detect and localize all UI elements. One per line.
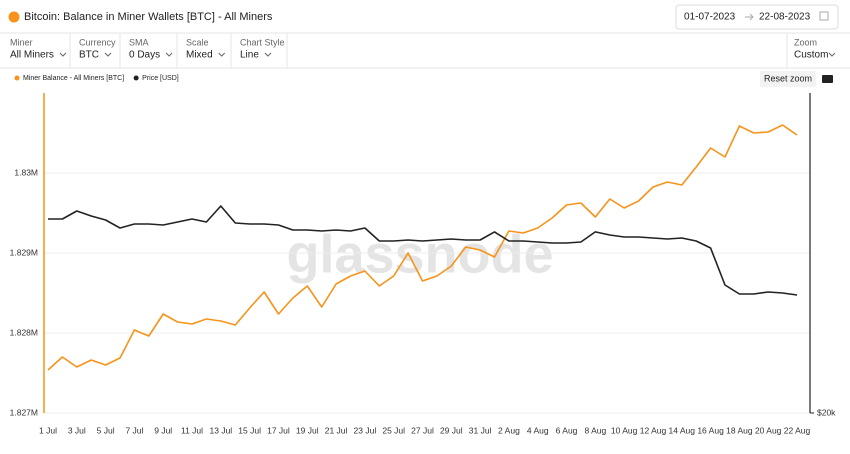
reset-zoom[interactable]: Reset zoom (764, 73, 812, 83)
x-tick-label: 23 Jul (354, 425, 377, 435)
x-tick-label: 22 Aug (784, 425, 811, 435)
x-tick-label: 12 Aug (640, 425, 667, 435)
control-value[interactable]: 0 Days (129, 50, 160, 61)
chart: Miner Balance - All Miners [BTC] Price [U… (10, 75, 837, 435)
x-tick-label: 19 Jul (296, 425, 319, 435)
x-tick-label: 31 Jul (469, 425, 492, 435)
chevron (218, 52, 226, 57)
x-tick-label: 2 Aug (498, 425, 520, 435)
x-tick-label: 17 Jul (267, 425, 290, 435)
controls: Miner All Miners Currency BTC SMA 0 Days Scale… (10, 33, 288, 68)
x-tick-label: 15 Jul (238, 425, 261, 435)
chevron (264, 52, 272, 57)
chevron (165, 52, 173, 57)
bitcoin-icon (8, 11, 20, 23)
y2-tick-label: $20k (817, 407, 836, 417)
reset-zoom-button[interactable] (760, 71, 816, 87)
control-label: Miner (10, 37, 33, 47)
camera-icon[interactable] (822, 75, 833, 83)
x-tick-label: 18 Aug (726, 425, 753, 435)
control-value[interactable]: Mixed (186, 50, 213, 61)
x-tick-label: 25 Jul (382, 425, 405, 435)
watermark: glassnode (286, 224, 553, 284)
calendar-icon[interactable] (819, 11, 829, 21)
arrow (745, 13, 754, 21)
control-label: Scale (186, 37, 209, 47)
x-tick-label: 16 Aug (697, 425, 724, 435)
x-tick-label: 21 Jul (325, 425, 348, 435)
legend-swatch (133, 75, 139, 81)
legend-label: Price [USD] (142, 75, 179, 82)
x-tick-label: 7 Jul (125, 425, 143, 435)
title: Bitcoin: Balance in Miner Wallets [BTC] … (24, 11, 273, 23)
control-value[interactable]: All Miners (10, 50, 54, 61)
x-tick-label: 9 Jul (154, 425, 172, 435)
x-tick-label: 4 Aug (527, 425, 549, 435)
y-tick-label: 1.828M (10, 327, 38, 337)
zoom-value[interactable]: Custom (794, 50, 828, 61)
x-tick-label: 1 Jul (39, 425, 57, 435)
x-tick-label: 20 Aug (755, 425, 782, 435)
control-value[interactable]: BTC (79, 50, 99, 61)
x-tick-label: 8 Aug (584, 425, 606, 435)
legend-swatch (14, 75, 20, 81)
control-label: SMA (129, 37, 149, 47)
control-label: Chart Style (240, 37, 285, 47)
date-from[interactable]: 01-07-2023 (684, 12, 736, 23)
date-range[interactable] (675, 4, 839, 30)
legend-label: Miner Balance - All Miners [BTC] (23, 75, 124, 82)
x-tick-label: 3 Jul (68, 425, 86, 435)
date-to[interactable]: 22-08-2023 (759, 12, 811, 23)
control-value[interactable]: Line (240, 50, 259, 61)
x-tick-label: 27 Jul (411, 425, 434, 435)
control-label: Currency (79, 37, 116, 47)
y-tick-label: 1.83M (14, 167, 38, 177)
series-line (48, 205, 798, 296)
zoom-label: Zoom (794, 37, 817, 47)
chevron (59, 52, 67, 57)
x-tick-label: 14 Aug (669, 425, 696, 435)
chevron (828, 52, 836, 57)
x-tick-label: 10 Aug (611, 425, 638, 435)
y-tick-label: 1.827M (10, 407, 38, 417)
series-line (47, 124, 798, 371)
chevron (104, 52, 112, 57)
x-tick-label: 5 Jul (97, 425, 115, 435)
x-tick-label: 13 Jul (210, 425, 233, 435)
x-tick-label: 11 Jul (181, 425, 203, 435)
x-tick-label: 29 Jul (440, 425, 463, 435)
y-tick-label: 1.829M (10, 247, 38, 257)
x-tick-label: 6 Aug (556, 425, 578, 435)
